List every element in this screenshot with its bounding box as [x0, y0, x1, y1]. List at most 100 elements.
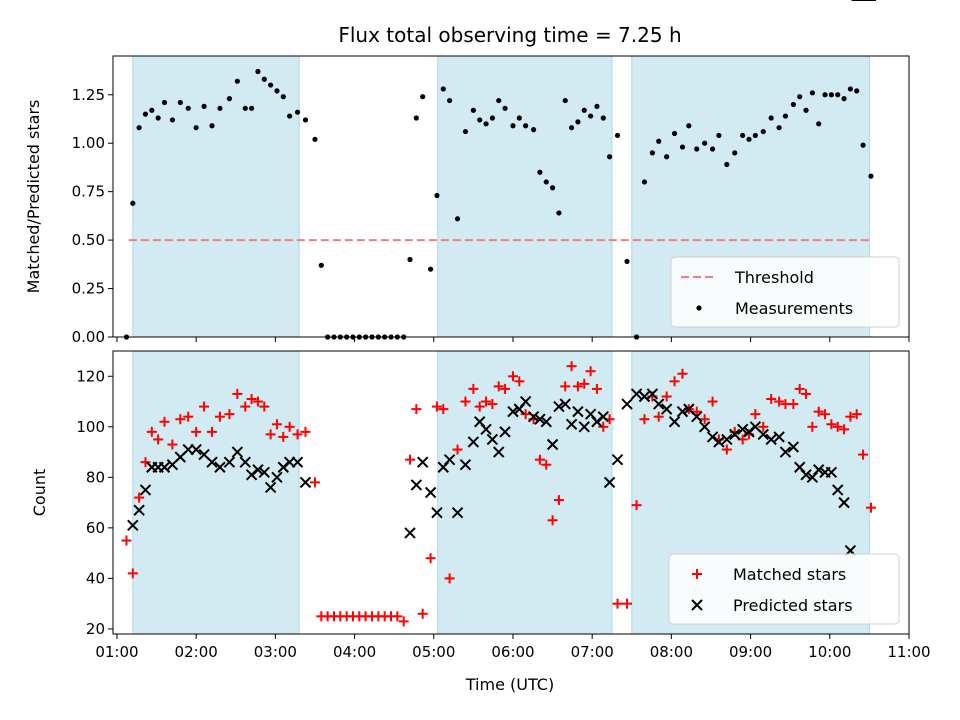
data-point	[493, 381, 504, 392]
data-point	[740, 132, 746, 139]
data-point	[562, 97, 568, 104]
data-point	[480, 423, 492, 436]
data-point	[568, 125, 575, 131]
data-point	[413, 115, 419, 121]
data-point	[572, 381, 583, 392]
data-point	[553, 400, 565, 413]
data-point	[758, 421, 769, 432]
data-point	[451, 507, 464, 519]
y-tick-label: 1.25	[72, 86, 105, 104]
legend-label: Measurements	[735, 299, 853, 318]
data-point	[729, 428, 741, 441]
data-point	[854, 88, 860, 94]
data-point	[816, 121, 822, 127]
axes-frame	[112, 55, 910, 338]
data-point	[813, 464, 825, 476]
data-point	[467, 436, 480, 448]
data-point	[572, 405, 584, 418]
data-point	[278, 431, 289, 442]
y-tick-label: 120	[76, 367, 105, 385]
data-point	[201, 103, 207, 109]
data-point	[149, 107, 155, 113]
y-tick-label: 60	[86, 519, 105, 537]
data-point	[540, 416, 552, 428]
data-point	[398, 616, 409, 627]
data-point	[839, 424, 850, 435]
data-point	[716, 132, 722, 139]
legend-marker	[696, 305, 702, 311]
data-point	[410, 479, 423, 491]
data-point	[167, 439, 178, 450]
data-point	[832, 484, 844, 496]
y-tick-label: 0.50	[72, 231, 105, 249]
data-point	[581, 107, 587, 113]
shaded-interval-1	[437, 350, 613, 635]
data-point	[500, 383, 511, 394]
data-point	[612, 598, 623, 609]
data-point	[702, 140, 708, 146]
data-point	[585, 366, 596, 377]
x-tick-label: 04:00	[333, 643, 376, 661]
data-point	[851, 409, 862, 420]
data-point	[530, 127, 537, 133]
data-point	[507, 405, 519, 418]
data-point	[239, 456, 251, 468]
data-point	[523, 123, 529, 129]
data-point	[261, 76, 267, 82]
data-point	[407, 256, 413, 263]
data-point	[803, 107, 809, 113]
data-point	[424, 486, 437, 499]
data-point	[127, 519, 139, 532]
data-point	[153, 434, 164, 445]
data-point	[543, 179, 549, 185]
data-point	[835, 92, 841, 98]
data-point	[287, 113, 293, 119]
data-point	[527, 410, 540, 423]
data-point	[309, 477, 320, 488]
data-point	[444, 573, 455, 584]
data-point	[860, 142, 866, 148]
data-point	[560, 381, 571, 392]
data-point	[779, 446, 792, 458]
shaded-interval-0	[132, 350, 300, 635]
data-point	[140, 457, 151, 468]
data-point	[578, 421, 590, 433]
data-point	[443, 453, 456, 466]
data-point	[232, 388, 243, 399]
count-panel: 20 40 60 80 100 120 01:00 02:00 03:00 04:00 05:00 0…	[30, 0, 931, 661]
data-point	[847, 86, 853, 92]
data-point	[193, 125, 199, 131]
data-point	[438, 404, 449, 415]
data-point	[656, 138, 662, 144]
data-point	[477, 117, 483, 123]
y-tick-label: 0.25	[72, 280, 105, 298]
data-point	[185, 105, 191, 111]
legend-label: Predicted stars	[733, 596, 853, 615]
data-point	[169, 117, 176, 123]
data-point	[420, 94, 426, 100]
data-point	[579, 378, 590, 389]
data-point	[452, 444, 463, 455]
data-point	[664, 154, 670, 160]
data-point	[214, 461, 226, 473]
data-point	[653, 411, 664, 422]
legend: Threshold Measurements	[670, 256, 900, 328]
data-point	[392, 611, 403, 622]
data-point	[142, 111, 149, 117]
data-point	[624, 258, 630, 265]
data-point	[838, 496, 850, 509]
data-point	[468, 383, 479, 394]
data-point	[520, 409, 531, 420]
y-tick-label: 1.00	[72, 134, 105, 152]
data-point	[159, 416, 170, 427]
data-point	[575, 119, 581, 125]
data-point	[252, 464, 264, 476]
data-point	[677, 368, 688, 379]
data-point	[698, 421, 711, 433]
data-point	[686, 123, 692, 129]
data-point	[175, 414, 186, 425]
data-point	[252, 396, 263, 407]
data-point	[496, 97, 502, 104]
data-point	[707, 396, 718, 407]
data-point	[226, 96, 233, 102]
